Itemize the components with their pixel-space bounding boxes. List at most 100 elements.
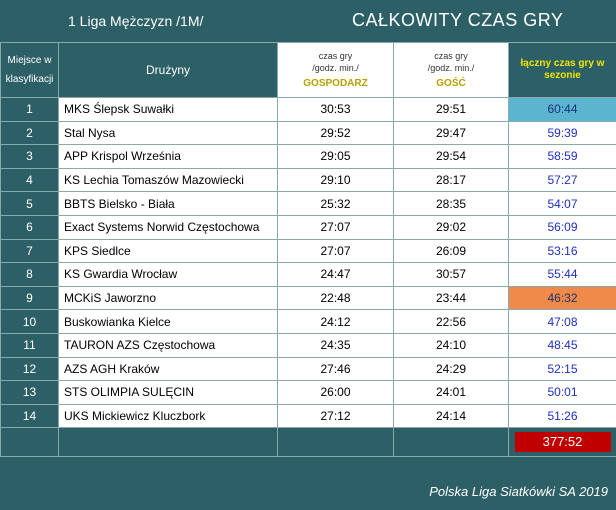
table-row: 5 BBTS Bielsko - Biała 25:32 28:35 54:07 [0, 191, 616, 216]
position-cell: 10 [0, 309, 59, 334]
home-time-cell: 27:07 [277, 214, 394, 240]
total-time-cell: 54:07 [508, 191, 616, 216]
header-total-time: łączny czas gry w sezonie [508, 42, 616, 98]
total-time-cell: 56:09 [508, 214, 616, 240]
away-time-cell: 29:02 [393, 214, 509, 240]
home-time-cell: 29:10 [277, 167, 394, 193]
total-time-cell: 60:44 [508, 97, 616, 122]
league-name: 1 Liga Mężczyzn /1M/ [68, 13, 204, 29]
home-time-cell: 29:05 [277, 144, 394, 169]
summary-empty-3 [277, 427, 394, 458]
summary-total: 377:52 [514, 432, 611, 453]
team-name-cell: APP Krispol Września [58, 144, 278, 169]
team-name-cell: BBTS Bielsko - Biała [58, 191, 278, 216]
home-time-cell: 25:32 [277, 191, 394, 216]
home-time-cell: 29:52 [277, 120, 394, 146]
home-time-cell: 30:53 [277, 97, 394, 122]
home-time-cell: 24:12 [277, 309, 394, 334]
header-position-line2: klasyfikacji [5, 74, 54, 85]
results-table: Miejsce w klasyfikacji Drużyny czas gry … [0, 42, 616, 458]
position-cell: 4 [0, 167, 59, 193]
home-time-cell: 24:47 [277, 262, 394, 287]
away-time-cell: 26:09 [393, 238, 509, 264]
header-bar: 1 Liga Mężczyzn /1M/ CAŁKOWITY CZAS GRY [0, 0, 616, 42]
team-name-cell: STS OLIMPIA SULĘCIN [58, 380, 278, 405]
table-row: 14 UKS Mickiewicz Kluczbork 27:12 24:14 51:2… [0, 403, 616, 429]
position-cell: 11 [0, 332, 59, 358]
header-total-line2: sezonie [544, 70, 581, 81]
table-row: 11 TAURON AZS Częstochowa 24:35 24:10 48:45 [0, 332, 616, 358]
table-row: 10 Buskowianka Kielce 24:12 22:56 47:08 [0, 309, 616, 334]
team-name-cell: Buskowianka Kielce [58, 309, 278, 334]
team-name-cell: MKS Ślepsk Suwałki [58, 97, 278, 122]
total-time-cell: 52:15 [508, 356, 616, 382]
total-time-cell: 58:59 [508, 144, 616, 169]
away-time-cell: 30:57 [393, 262, 509, 287]
home-time-cell: 27:12 [277, 403, 394, 429]
table-row: 7 KPS Siedlce 27:07 26:09 53:16 [0, 238, 616, 264]
header-away-time: czas gry /godz. min./ GOŚĆ [393, 42, 509, 98]
position-cell: 2 [0, 120, 59, 146]
team-name-cell: TAURON AZS Częstochowa [58, 332, 278, 358]
header-home-line1: czas gry [318, 51, 353, 61]
page-title: CAŁKOWITY CZAS GRY [352, 10, 564, 30]
position-cell: 7 [0, 238, 59, 264]
total-time-cell: 48:45 [508, 332, 616, 358]
position-cell: 8 [0, 262, 59, 287]
summary-empty-1 [0, 427, 59, 458]
table-row: 9 MCKiS Jaworzno 22:48 23:44 46:32 [0, 285, 616, 311]
team-name-cell: UKS Mickiewicz Kluczbork [58, 403, 278, 429]
header-away-label: GOŚĆ [436, 78, 466, 89]
team-name-cell: KS Gwardia Wrocław [58, 262, 278, 287]
header-total-line1: łączny czas gry w [520, 58, 605, 69]
header-team: Drużyny [58, 42, 278, 98]
header-home-time: czas gry /godz. min./ GOSPODARZ [277, 42, 394, 98]
team-name-cell: Stal Nysa [58, 120, 278, 146]
home-time-cell: 22:48 [277, 285, 394, 311]
away-time-cell: 24:14 [393, 403, 509, 429]
away-time-cell: 28:35 [393, 191, 509, 216]
table-row: 2 Stal Nysa 29:52 29:47 59:39 [0, 120, 616, 146]
table-row: 12 AZS AGH Kraków 27:46 24:29 52:15 [0, 356, 616, 382]
home-time-cell: 27:46 [277, 356, 394, 382]
header-position: Miejsce w klasyfikacji [0, 42, 59, 98]
team-name-cell: Exact Systems Norwid Częstochowa [58, 214, 278, 240]
total-time-cell: 53:16 [508, 238, 616, 264]
table-row: 4 KS Lechia Tomaszów Mazowiecki 29:10 28:17… [0, 167, 616, 193]
table-row: 6 Exact Systems Norwid Częstochowa 27:07 29… [0, 214, 616, 240]
summary-empty-4 [393, 427, 509, 458]
summary-row: 377:52 [0, 427, 616, 458]
team-name-cell: AZS AGH Kraków [58, 356, 278, 382]
home-time-cell: 27:07 [277, 238, 394, 264]
team-name-cell: KPS Siedlce [58, 238, 278, 264]
away-time-cell: 29:47 [393, 120, 509, 146]
header-home-line2: /godz. min./ [312, 63, 359, 73]
header-home-label: GOSPODARZ [303, 78, 368, 89]
total-time-cell: 57:27 [508, 167, 616, 193]
table-row: 13 STS OLIMPIA SULĘCIN 26:00 24:01 50:01 [0, 380, 616, 405]
position-cell: 9 [0, 285, 59, 311]
home-time-cell: 24:35 [277, 332, 394, 358]
away-time-cell: 29:51 [393, 97, 509, 122]
away-time-cell: 24:29 [393, 356, 509, 382]
table-row: 1 MKS Ślepsk Suwałki 30:53 29:51 60:44 [0, 97, 616, 122]
table-header-row: Miejsce w klasyfikacji Drużyny czas gry … [0, 42, 616, 98]
table-row: 8 KS Gwardia Wrocław 24:47 30:57 55:44 [0, 262, 616, 287]
team-name-cell: KS Lechia Tomaszów Mazowiecki [58, 167, 278, 193]
total-time-cell: 59:39 [508, 120, 616, 146]
total-time-cell: 51:26 [508, 403, 616, 429]
position-cell: 12 [0, 356, 59, 382]
total-time-cell: 46:32 [508, 285, 616, 311]
header-away-line1: czas gry [434, 51, 468, 61]
total-time-cell: 55:44 [508, 262, 616, 287]
home-time-cell: 26:00 [277, 380, 394, 405]
away-time-cell: 28:17 [393, 167, 509, 193]
position-cell: 14 [0, 403, 59, 429]
position-cell: 13 [0, 380, 59, 405]
position-cell: 3 [0, 144, 59, 169]
team-name-cell: MCKiS Jaworzno [58, 285, 278, 311]
table-row: 3 APP Krispol Września 29:05 29:54 58:59 [0, 144, 616, 169]
away-time-cell: 24:10 [393, 332, 509, 358]
position-cell: 1 [0, 97, 59, 122]
away-time-cell: 24:01 [393, 380, 509, 405]
